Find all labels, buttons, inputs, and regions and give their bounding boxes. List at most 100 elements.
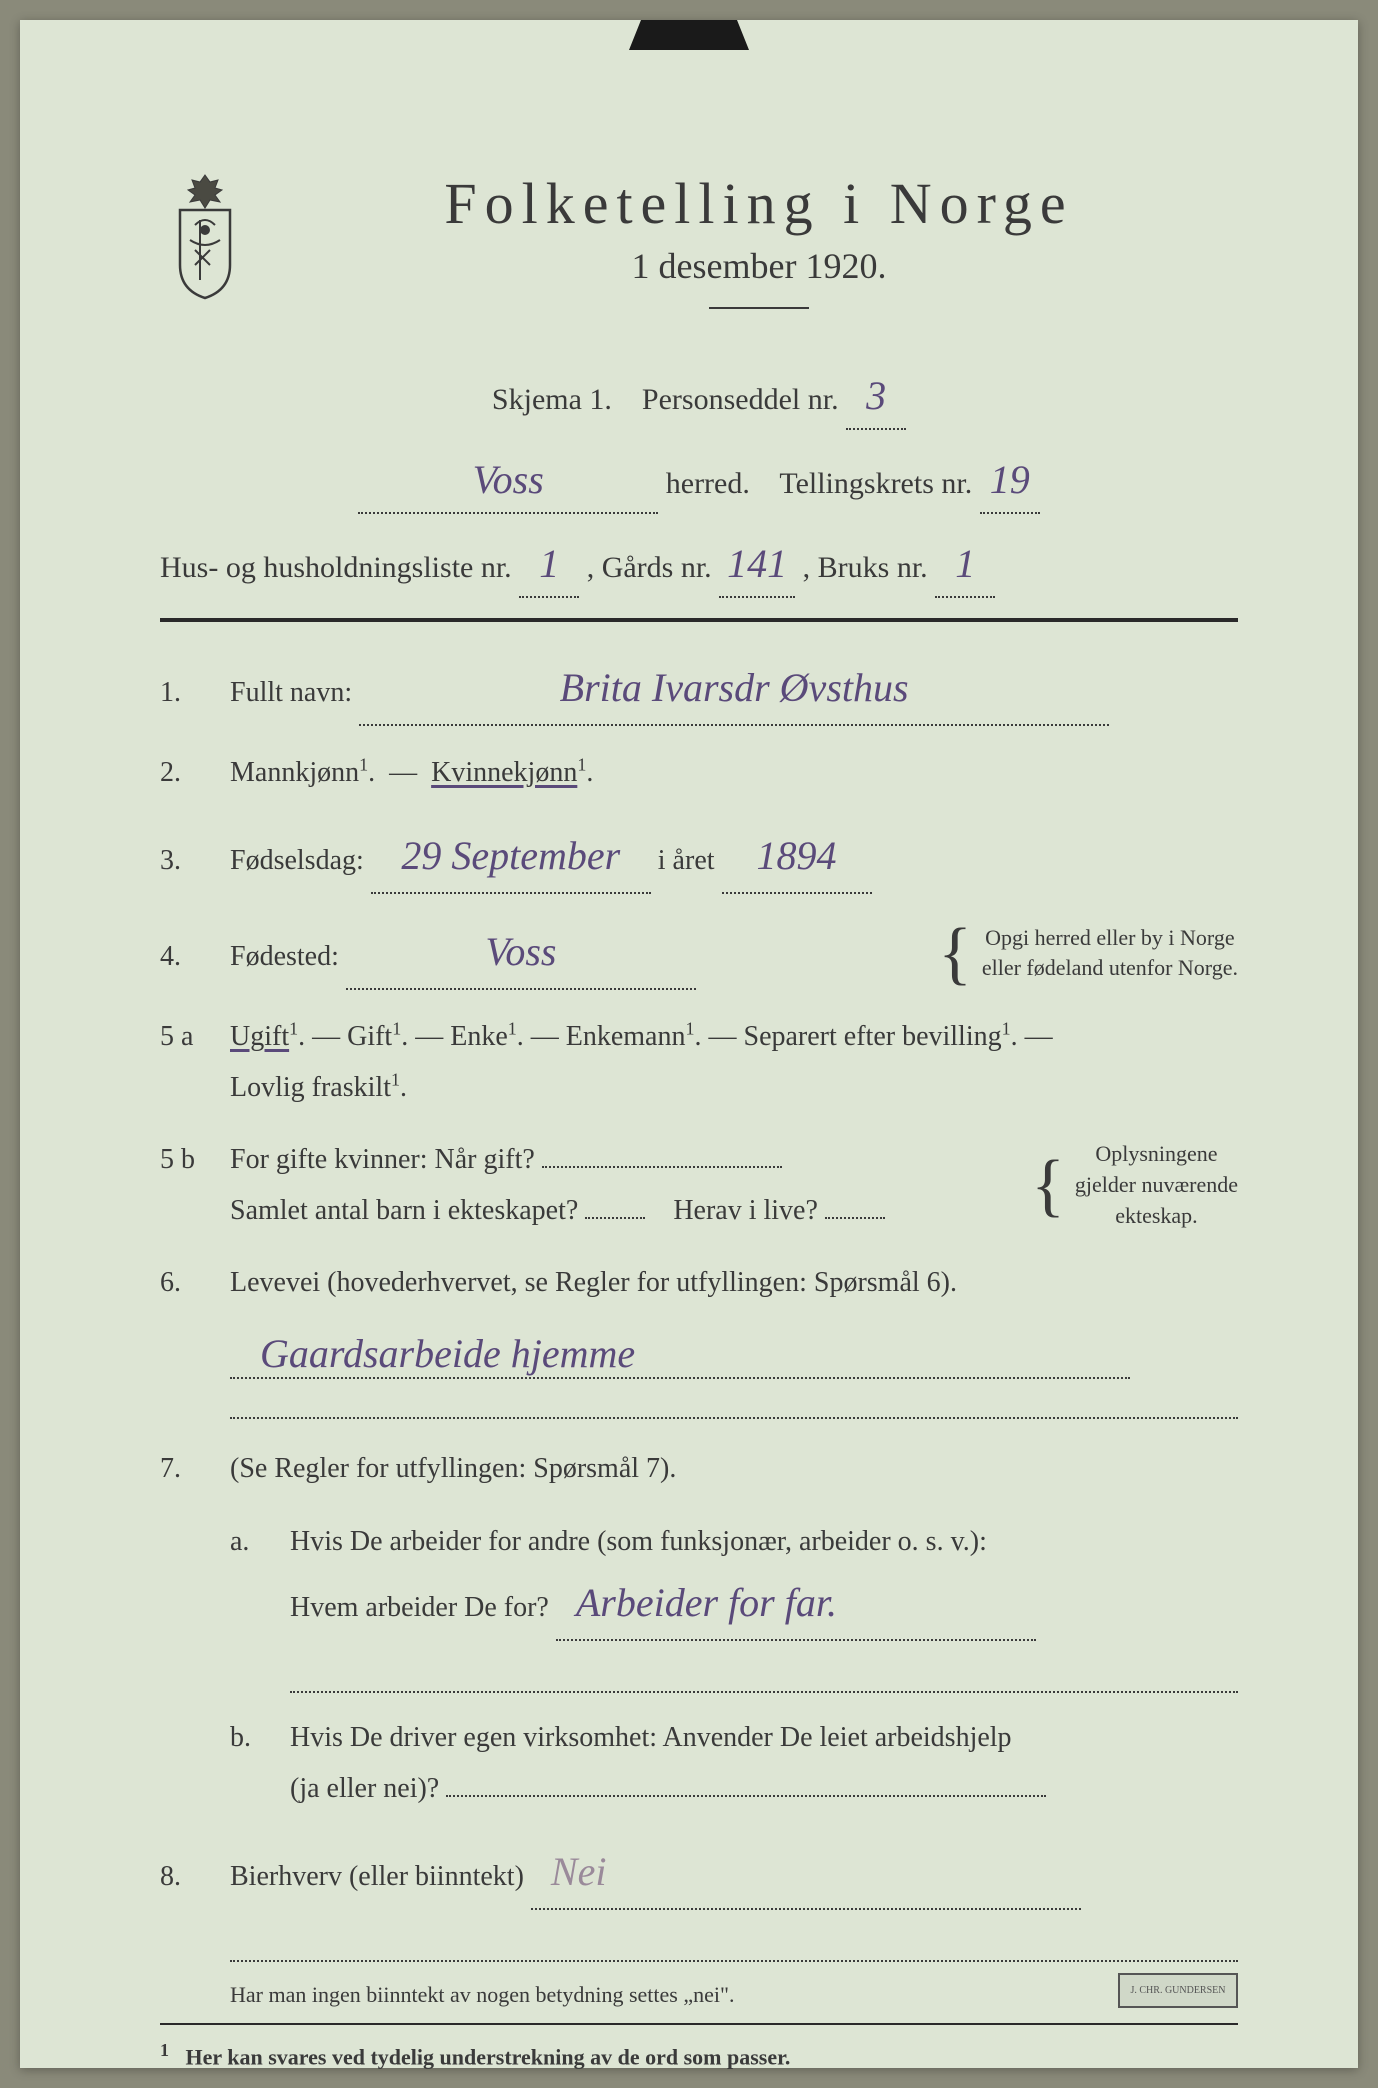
- q7: 7. (Se Regler for utfyllingen: Spørsmål …: [160, 1444, 1238, 1494]
- q8-blank-line: [230, 1932, 1238, 1962]
- title-block: Folketelling i Norge 1 desember 1920.: [280, 170, 1238, 334]
- q5b-l2: Samlet antal barn i ekteskapet?: [230, 1195, 578, 1226]
- q5a-num: 5 a: [160, 1012, 210, 1062]
- q3-num: 3.: [160, 836, 210, 886]
- q2-num: 2.: [160, 748, 210, 798]
- q5b-l3: Herav i live?: [673, 1195, 818, 1226]
- q4-label: Fødested:: [230, 941, 339, 972]
- q5a-opt3: Enkemann: [566, 1021, 686, 1052]
- q2-k: Kvinnekjønn: [431, 757, 577, 788]
- q8-value: Nei: [531, 1836, 1081, 1910]
- q6-value: Gaardsarbeide hjemme: [230, 1330, 1130, 1379]
- q5a-opt2: Enke: [450, 1021, 508, 1052]
- hus-label: Hus- og husholdningsliste nr.: [160, 551, 512, 584]
- q7a-blank-line: [290, 1663, 1238, 1693]
- q7a: a. Hvis De arbeider for andre (som funks…: [230, 1517, 1238, 1641]
- q5b-v3: [825, 1217, 885, 1219]
- q8-label: Bierhverv (eller biinntekt): [230, 1861, 524, 1892]
- q5b-v1: [542, 1166, 782, 1168]
- brace-icon: {: [938, 936, 972, 971]
- personseddel-nr: 3: [846, 364, 906, 430]
- q1-value: Brita Ivarsdr Øvsthus: [359, 652, 1109, 726]
- q5b-l1: For gifte kvinner: Når gift?: [230, 1144, 535, 1175]
- q6-num: 6.: [160, 1258, 210, 1308]
- q3: 3. Fødselsdag: 29 September i året 1894: [160, 820, 1238, 894]
- subtitle: 1 desember 1920.: [280, 245, 1238, 287]
- hus-line: Hus- og husholdningsliste nr. 1 , Gårds …: [160, 532, 1238, 598]
- divider-1: [160, 618, 1238, 622]
- q2-m-sup: 1: [359, 755, 368, 775]
- q8: 8. Bierhverv (eller biinntekt) Nei: [160, 1836, 1238, 1910]
- q6: 6. Levevei (hovederhvervet, se Regler fo…: [160, 1258, 1238, 1308]
- herred-line: Voss herred. Tellingskrets nr. 19: [160, 448, 1238, 514]
- q3-year: 1894: [722, 820, 872, 894]
- skjema-line: Skjema 1. Personseddel nr. 3: [160, 364, 1238, 430]
- q7-label: (Se Regler for utfyllingen: Spørsmål 7).: [230, 1453, 676, 1484]
- q5b: 5 b For gifte kvinner: Når gift? Samlet …: [160, 1135, 1238, 1236]
- divider-2: [160, 2023, 1238, 2025]
- herred-label: herred.: [666, 467, 750, 500]
- census-form-page: Folketelling i Norge 1 desember 1920. Sk…: [20, 20, 1358, 2068]
- q5b-note3: ekteskap.: [1075, 1201, 1238, 1232]
- q5a-opt0: Ugift: [230, 1021, 289, 1052]
- q5b-note: Oplysningene gjelder nuværende ekteskap.: [1075, 1139, 1238, 1231]
- q3-year-label: i året: [658, 845, 715, 876]
- q1-label: Fullt navn:: [230, 677, 352, 708]
- printer-stamp: J. CHR. GUNDERSEN: [1118, 1973, 1238, 2008]
- q4-note: Opgi herred eller by i Norge eller fødel…: [982, 923, 1238, 985]
- q7-num: 7.: [160, 1444, 210, 1494]
- q7b-text1: Hvis De driver egen virksomhet: Anvender…: [290, 1722, 1012, 1753]
- q7a-label: a.: [230, 1517, 270, 1567]
- footnote-line: 1 Her kan svares ved tydelig understrekn…: [160, 2040, 1238, 2070]
- q7a-value: Arbeider for far.: [556, 1567, 1036, 1641]
- q5b-num: 5 b: [160, 1135, 210, 1185]
- q4-note2: eller fødeland utenfor Norge.: [982, 953, 1238, 984]
- q4: 4. Fødested: Voss { Opgi herred eller by…: [160, 916, 1238, 990]
- q4-note1: Opgi herred eller by i Norge: [982, 923, 1238, 954]
- tellingskrets-nr: 19: [980, 448, 1040, 514]
- title-rule: [709, 307, 809, 309]
- q2: 2. Mannkjønn1. — Kvinnekjønn1.: [160, 748, 1238, 798]
- q3-day: 29 September: [371, 820, 651, 894]
- gards-nr: 141: [719, 532, 795, 598]
- q2-k-sup: 1: [577, 755, 586, 775]
- footnote-num: 1: [160, 2040, 169, 2060]
- q7a-text2: Hvem arbeider De for?: [290, 1592, 549, 1623]
- q4-num: 4.: [160, 932, 210, 982]
- q6-label: Levevei (hovederhvervet, se Regler for u…: [230, 1267, 957, 1298]
- q8-num: 8.: [160, 1852, 210, 1902]
- q5b-note1: Oplysningene: [1075, 1139, 1238, 1170]
- coat-of-arms-icon: [160, 170, 250, 300]
- q5a-opt1: Gift: [347, 1021, 392, 1052]
- q1: 1. Fullt navn: Brita Ivarsdr Øvsthus: [160, 652, 1238, 726]
- q7b-label: b.: [230, 1713, 270, 1763]
- hus-nr: 1: [519, 532, 579, 598]
- tellingskrets-label: Tellingskrets nr.: [779, 467, 972, 500]
- q6-blank-line: [230, 1389, 1238, 1419]
- herred-value: Voss: [358, 448, 658, 514]
- q6-answer-row: Gaardsarbeide hjemme: [230, 1330, 1238, 1379]
- header: Folketelling i Norge 1 desember 1920.: [160, 170, 1238, 334]
- q7a-text1: Hvis De arbeider for andre (som funksjon…: [290, 1526, 987, 1557]
- q2-m: Mannkjønn: [230, 757, 359, 788]
- personseddel-label: Personseddel nr.: [642, 383, 839, 416]
- q7b-value: [446, 1795, 1046, 1797]
- q7b-text2: (ja eller nei)?: [290, 1773, 439, 1804]
- q5a-opt4: Separert efter bevilling: [744, 1021, 1002, 1052]
- brace-icon-2: {: [1031, 1168, 1065, 1203]
- bruks-nr: 1: [935, 532, 995, 598]
- q5b-note2: gjelder nuværende: [1075, 1170, 1238, 1201]
- gards-label: , Gårds nr.: [587, 551, 712, 584]
- q5a-opt5: Lovlig fraskilt: [230, 1072, 391, 1103]
- q1-num: 1.: [160, 668, 210, 718]
- q3-label: Fødselsdag:: [230, 845, 364, 876]
- q4-value: Voss: [346, 916, 696, 990]
- bruks-label: , Bruks nr.: [803, 551, 928, 584]
- page-notch: [629, 20, 749, 50]
- footer-note: Har man ingen biinntekt av nogen betydni…: [230, 1982, 1238, 2008]
- q7b: b. Hvis De driver egen virksomhet: Anven…: [230, 1713, 1238, 1814]
- q5b-v2: [585, 1217, 645, 1219]
- main-title: Folketelling i Norge: [280, 170, 1238, 237]
- q5a: 5 a Ugift1. — Gift1. — Enke1. — Enkemann…: [160, 1012, 1238, 1113]
- skjema-label: Skjema 1.: [492, 383, 612, 416]
